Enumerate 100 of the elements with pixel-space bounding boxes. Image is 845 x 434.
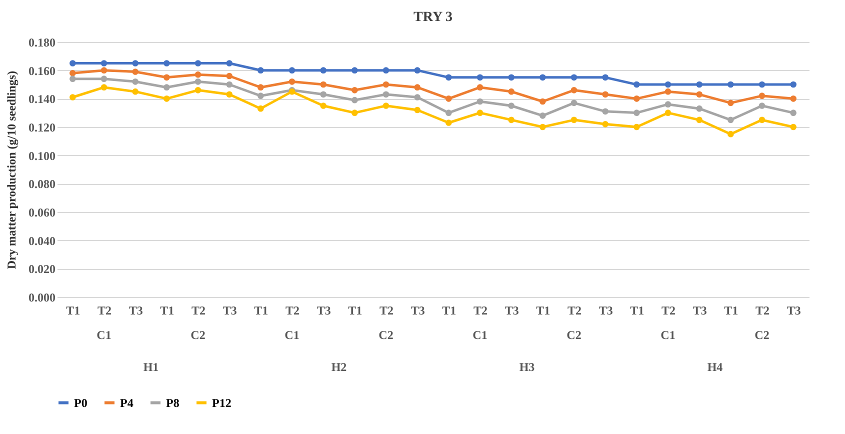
x-tick-label: T2 (97, 304, 112, 318)
text: C2 (190, 328, 206, 342)
point (634, 110, 640, 116)
legend-label: P12 (212, 396, 232, 410)
point (696, 91, 702, 98)
point (758, 116, 766, 124)
x-tick-label: T1 (254, 304, 268, 318)
point (664, 88, 672, 95)
point (508, 102, 514, 109)
point (70, 94, 76, 100)
point (320, 91, 326, 98)
point (696, 81, 702, 88)
point (352, 87, 358, 94)
point (194, 71, 202, 78)
point (540, 124, 546, 130)
x-tick-label: T1 (724, 304, 738, 318)
x-tick-label: T3 (598, 304, 613, 318)
point (70, 60, 76, 66)
point (132, 78, 138, 85)
point (790, 110, 796, 116)
x-tick-label: T3 (786, 304, 801, 318)
x-tick-label: T2 (191, 304, 206, 318)
point (758, 92, 766, 99)
x-tick-label: T1 (160, 304, 174, 318)
point (164, 74, 170, 81)
point (226, 91, 232, 98)
point (602, 74, 608, 81)
point (288, 78, 296, 85)
point (100, 60, 108, 66)
y-tick-label: 0.060 (28, 206, 56, 220)
y-tick-label: 0.160 (28, 64, 56, 78)
x-tick-label: T1 (348, 304, 362, 318)
point (758, 102, 766, 109)
text: H4 (707, 360, 723, 374)
point (100, 67, 108, 74)
point (446, 120, 452, 126)
point (352, 110, 358, 116)
x-tick-label: T1 (630, 304, 644, 318)
point (132, 68, 138, 75)
point (194, 87, 202, 94)
point (696, 116, 702, 124)
point (446, 96, 452, 102)
point (164, 96, 170, 102)
point (508, 74, 514, 81)
point (570, 100, 578, 106)
y-tick-label: 0.080 (28, 177, 56, 192)
point (540, 74, 546, 81)
point (728, 81, 734, 88)
point (382, 81, 390, 88)
text: H2 (331, 360, 347, 374)
legend-label: P8 (166, 396, 180, 410)
y-tick-label: 0.040 (28, 234, 56, 248)
point (570, 74, 578, 81)
point (476, 110, 484, 116)
point (258, 84, 264, 90)
point (570, 116, 578, 124)
point (414, 106, 420, 114)
point (602, 91, 608, 98)
point (602, 108, 608, 115)
text: C1 (660, 328, 676, 342)
text: C2 (378, 328, 394, 342)
point (414, 94, 420, 100)
point (164, 60, 170, 66)
text: C1 (472, 328, 488, 342)
point (728, 130, 734, 138)
x-tick-label: T2 (661, 304, 676, 318)
x-tick-label: T3 (316, 304, 331, 318)
point (634, 96, 640, 102)
point (728, 100, 734, 106)
y-tick-label: 0.020 (28, 262, 56, 276)
point (226, 72, 232, 80)
point (194, 78, 202, 85)
point (634, 124, 640, 130)
point (258, 67, 264, 74)
point (790, 96, 796, 102)
point (194, 60, 202, 66)
point (382, 67, 390, 74)
x-tick-label: T2 (285, 304, 300, 318)
text: H3 (519, 360, 535, 374)
x-tick-label: T1 (66, 304, 80, 318)
point (634, 81, 640, 88)
point (446, 74, 452, 81)
point (696, 105, 702, 112)
point (320, 67, 326, 74)
point (570, 87, 578, 94)
point (258, 105, 264, 112)
point (70, 76, 76, 82)
point (320, 102, 326, 109)
text: C1 (284, 328, 300, 342)
point (414, 84, 420, 90)
point (100, 76, 108, 82)
point (602, 121, 608, 128)
point (476, 98, 484, 105)
point (70, 70, 76, 76)
point (508, 88, 514, 95)
point (352, 67, 358, 74)
point (382, 102, 390, 109)
point (758, 81, 766, 88)
x-tick-label: T3 (128, 304, 143, 318)
y-tick-label: 0.180 (28, 36, 56, 50)
